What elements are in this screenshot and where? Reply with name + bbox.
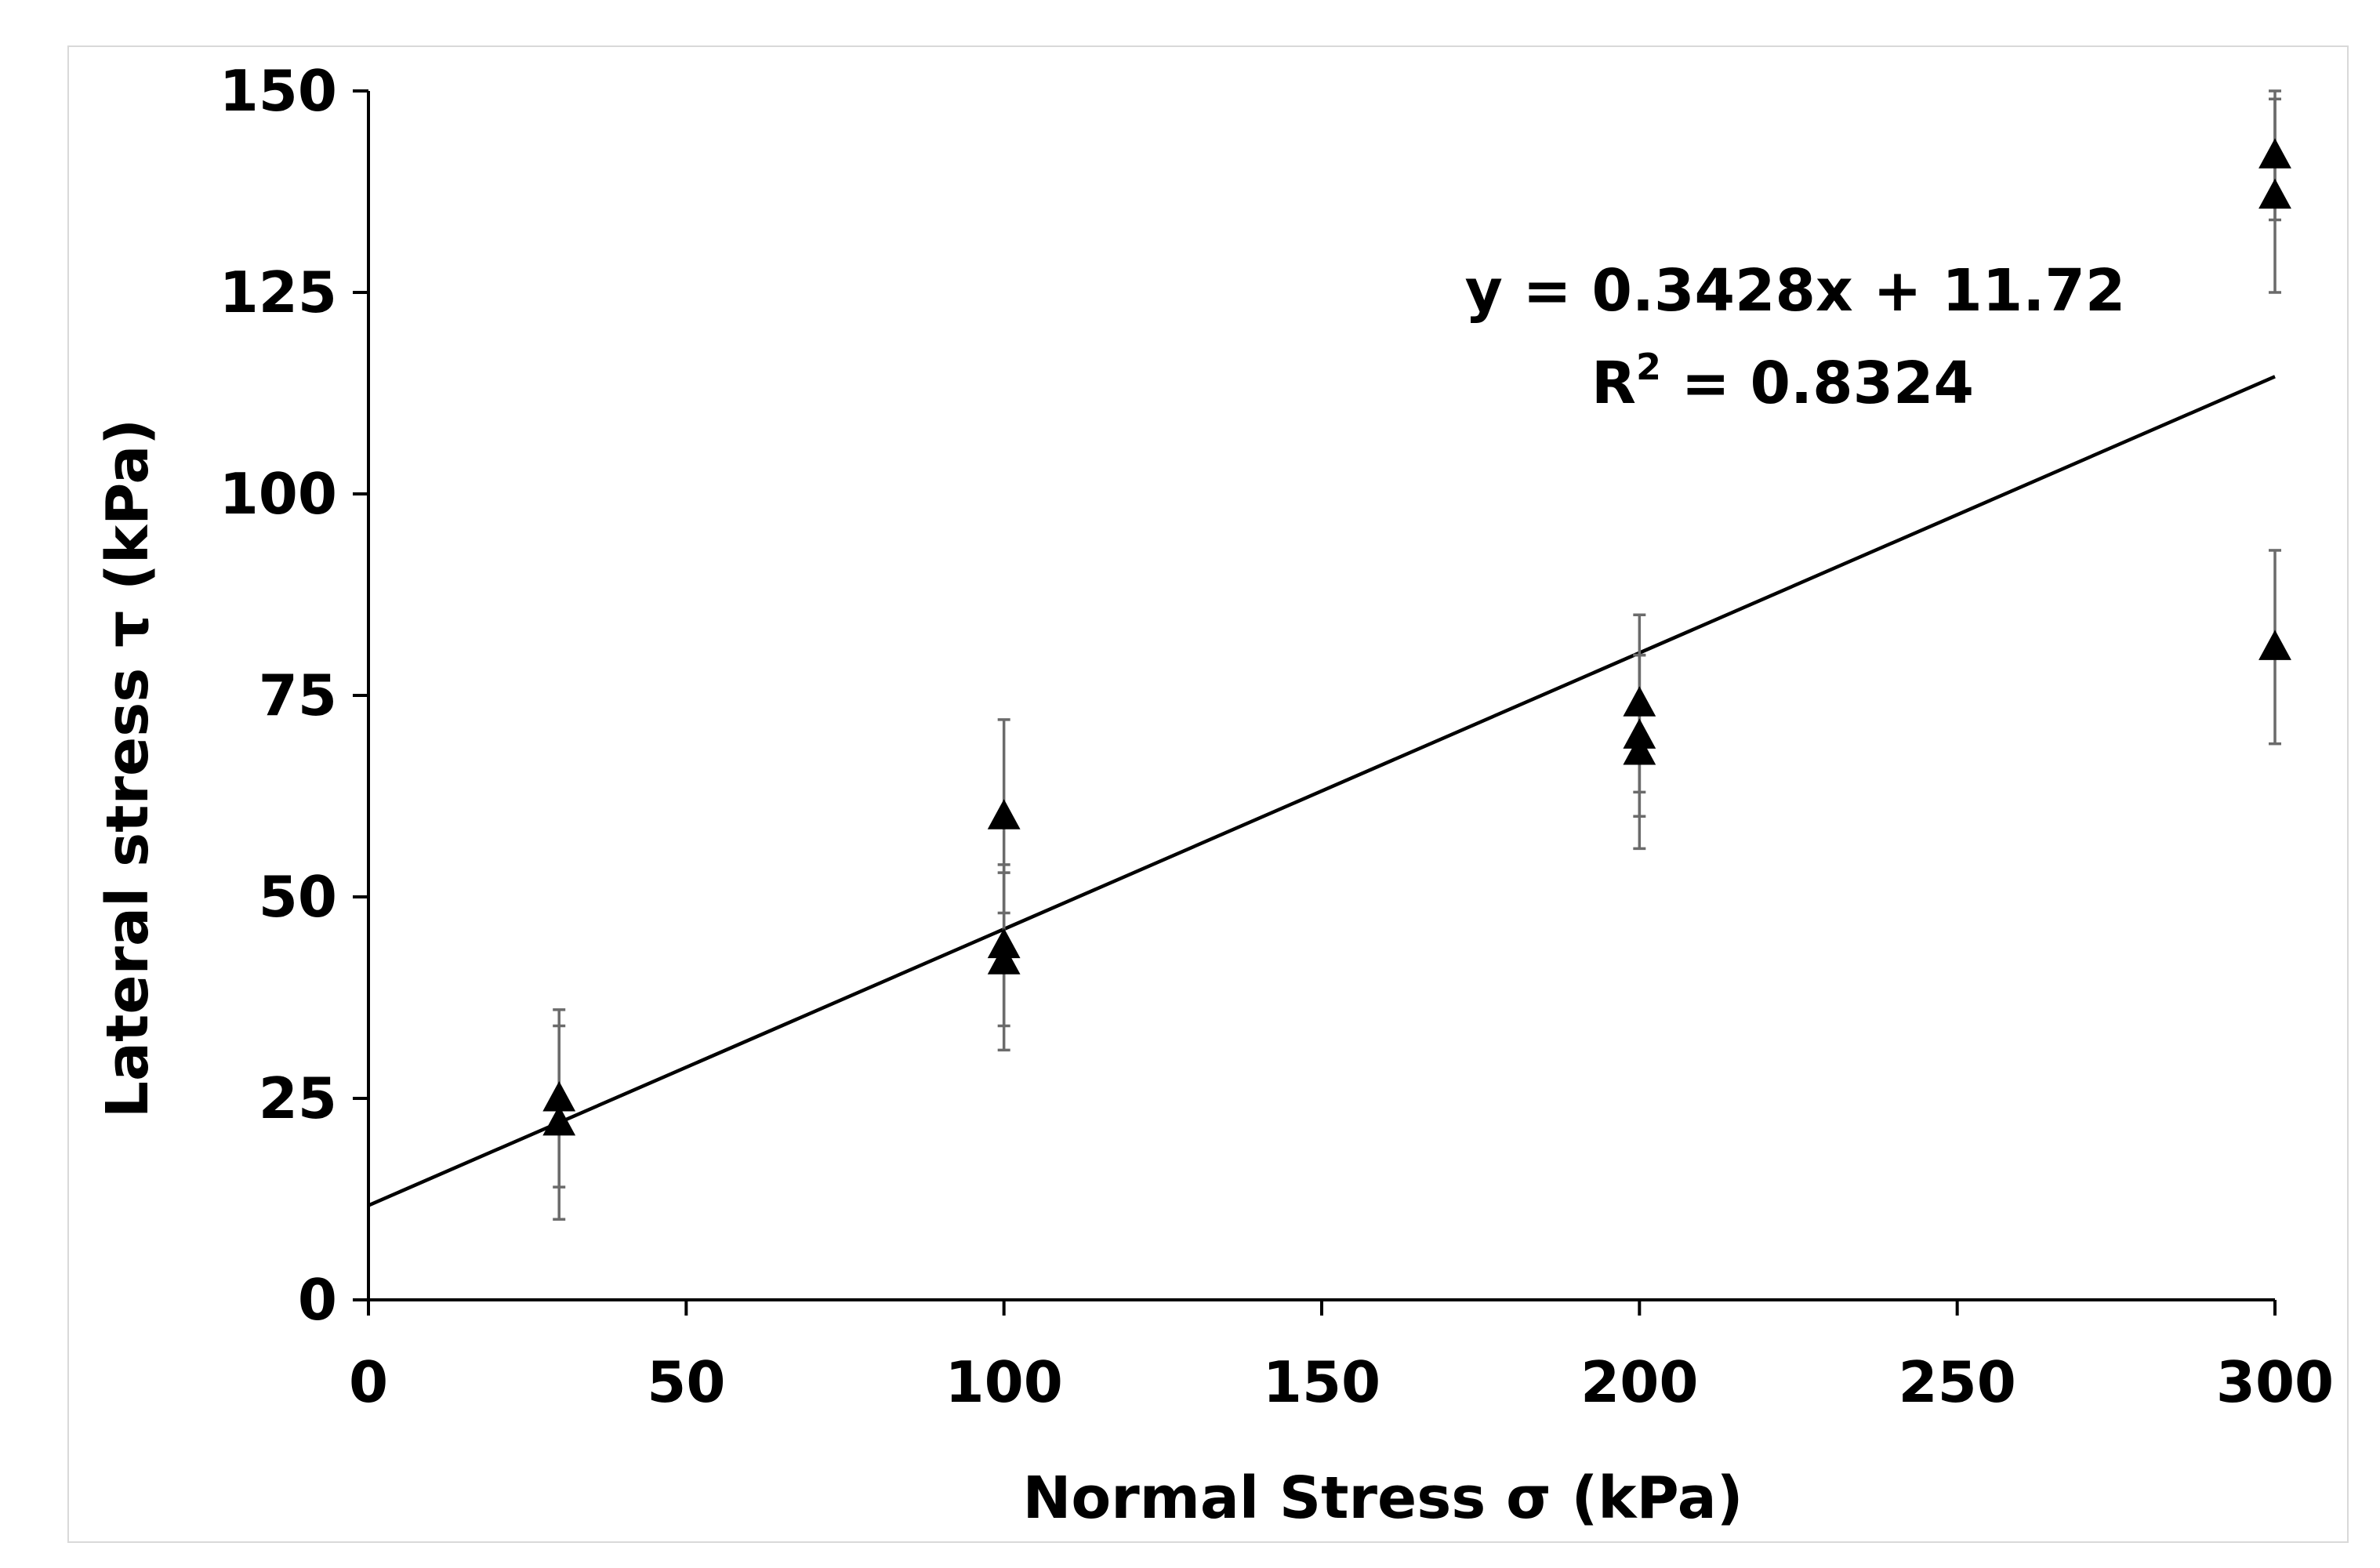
trendline-equation: y = 0.3428x + 11.72	[1465, 257, 2126, 325]
x-tick-label: 300	[2216, 1349, 2334, 1415]
triangle-marker	[1623, 734, 1656, 765]
y-tick-label: 75	[259, 662, 337, 728]
r-squared-suffix: = 0.8324	[1661, 350, 1974, 417]
x-tick-label: 150	[1263, 1349, 1380, 1415]
y-tick-label: 25	[259, 1065, 337, 1131]
tick-labels: 0 25 50 75 100 125 150 0 50 100 150 200 250 300	[219, 58, 2334, 1415]
chart-frame	[67, 45, 2349, 1543]
x-axis-title: Normal Stress σ (kPa)	[1022, 1465, 1743, 1532]
x-tick-label: 0	[349, 1349, 388, 1415]
triangle-marker	[2258, 138, 2291, 169]
triangle-marker	[987, 799, 1021, 829]
x-tick-label: 50	[647, 1349, 725, 1415]
axes	[353, 89, 2277, 1316]
x-tick-label: 200	[1580, 1349, 1698, 1415]
x-tick-label: 100	[945, 1349, 1063, 1415]
y-axis-title: Lateral stress τ (kPa)	[94, 419, 161, 1118]
triangle-marker	[987, 927, 1021, 959]
r-squared-label: R2 = 0.8324	[1591, 346, 1974, 417]
triangle-marker	[542, 1081, 576, 1112]
triangle-marker	[2258, 630, 2291, 660]
triangle-marker	[2258, 178, 2291, 209]
y-tick-label: 0	[298, 1267, 337, 1333]
x-tick-label: 250	[1899, 1349, 2016, 1415]
triangle-marker	[1623, 686, 1656, 717]
data-markers	[542, 138, 2291, 1136]
r-squared-prefix: R	[1591, 350, 1636, 417]
y-tick-label: 100	[219, 461, 337, 527]
trendline-layer	[368, 375, 2276, 1207]
triangle-marker	[1623, 718, 1656, 749]
y-tick-label: 150	[219, 58, 337, 124]
trendline	[368, 375, 2276, 1207]
triangle-marker	[542, 1105, 576, 1136]
y-tick-label: 50	[259, 864, 337, 930]
r-squared-superscript: 2	[1636, 346, 1661, 388]
triangle-marker	[987, 944, 1021, 975]
y-tick-label: 125	[219, 260, 337, 325]
